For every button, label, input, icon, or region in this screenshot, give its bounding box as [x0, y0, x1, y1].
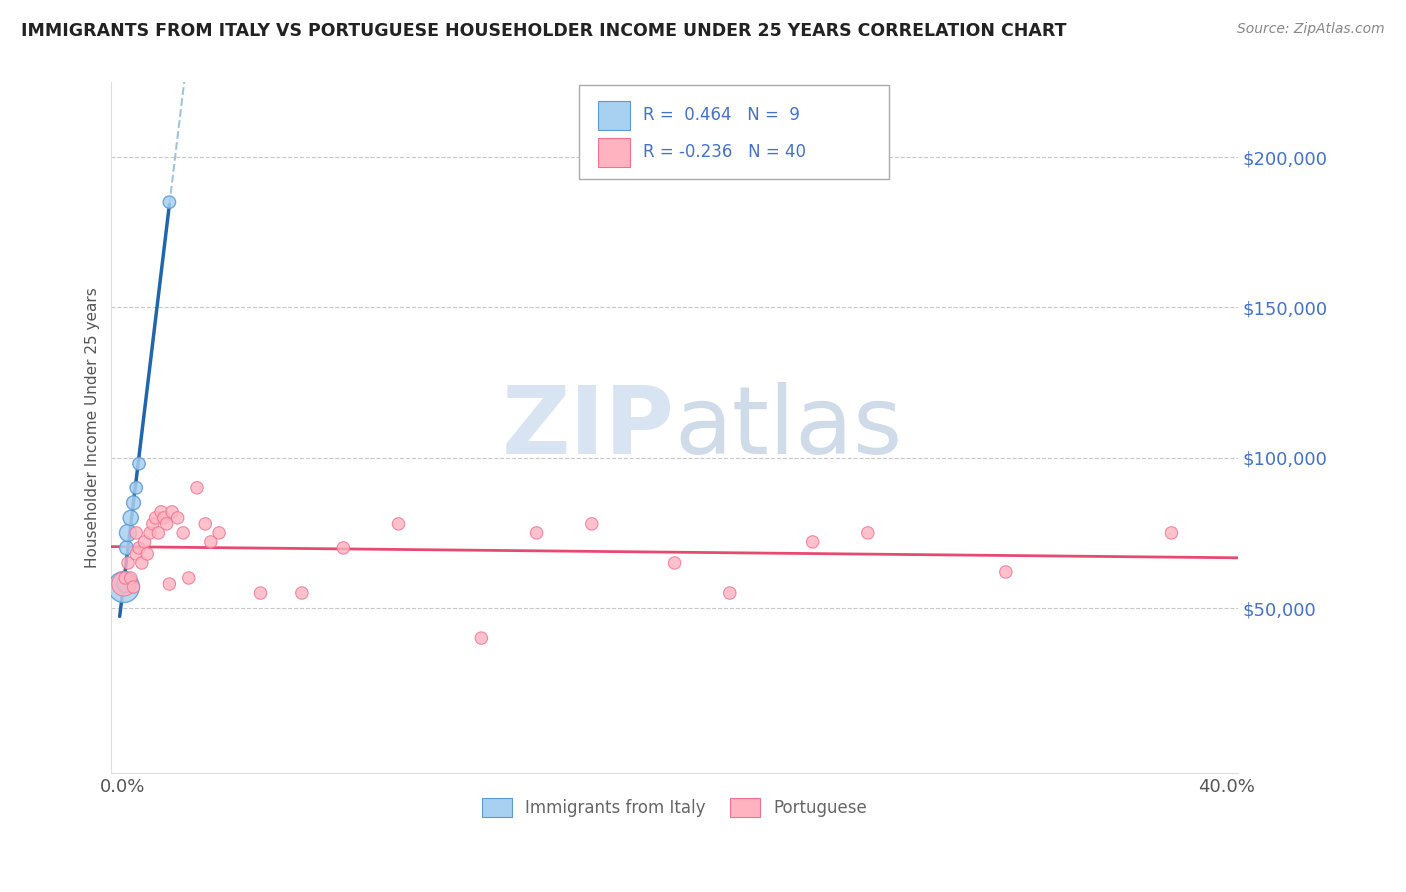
Point [581, 516, 603, 531]
Point [150, 505, 173, 519]
Text: IMMIGRANTS FROM ITALY VS PORTUGUESE HOUSEHOLDER INCOME UNDER 25 YEARS CORRELATIO: IMMIGRANTS FROM ITALY VS PORTUGUESE HOUS… [21, 22, 1067, 40]
Point [120, 511, 142, 525]
Point [994, 565, 1017, 579]
Point [291, 586, 314, 600]
Point [470, 631, 492, 645]
Y-axis label: Householder Income Under 25 years: Householder Income Under 25 years [86, 287, 100, 568]
Point [134, 535, 156, 549]
Point [122, 580, 145, 594]
Point [177, 571, 200, 585]
Text: R =  0.464   N =  9: R = 0.464 N = 9 [643, 106, 800, 124]
Point [136, 547, 159, 561]
Text: atlas: atlas [675, 382, 903, 474]
Text: R = -0.236   N = 40: R = -0.236 N = 40 [643, 143, 806, 161]
Point [332, 541, 354, 555]
Point [117, 525, 139, 540]
FancyBboxPatch shape [579, 86, 889, 178]
Point [112, 577, 135, 591]
Point [186, 481, 208, 495]
Point [166, 511, 188, 525]
Point [194, 516, 217, 531]
Legend: Immigrants from Italy, Portuguese: Immigrants from Italy, Portuguese [475, 791, 875, 824]
Point [200, 535, 222, 549]
Point [114, 571, 136, 585]
Point [526, 525, 548, 540]
Text: ZIP: ZIP [502, 382, 675, 474]
Point [125, 547, 148, 561]
Point [208, 525, 231, 540]
Point [172, 525, 194, 540]
Point [157, 577, 180, 591]
Point [145, 511, 167, 525]
Point [1160, 525, 1182, 540]
Point [856, 525, 879, 540]
Bar [598, 138, 630, 167]
Point [128, 457, 150, 471]
Point [139, 525, 162, 540]
Point [142, 516, 165, 531]
Point [117, 556, 139, 570]
Point [122, 496, 145, 510]
Point [157, 195, 180, 210]
Point [148, 525, 170, 540]
Point [664, 556, 686, 570]
Point [131, 556, 153, 570]
Point [160, 505, 183, 519]
Text: Source: ZipAtlas.com: Source: ZipAtlas.com [1237, 22, 1385, 37]
Point [125, 525, 148, 540]
Point [249, 586, 271, 600]
Point [114, 577, 136, 591]
Point [112, 580, 135, 594]
Point [718, 586, 741, 600]
Point [120, 571, 142, 585]
Point [125, 481, 148, 495]
Point [156, 516, 179, 531]
Point [801, 535, 824, 549]
Point [387, 516, 409, 531]
Point [128, 541, 150, 555]
Point [153, 511, 176, 525]
Bar [598, 102, 630, 130]
Point [115, 541, 138, 555]
